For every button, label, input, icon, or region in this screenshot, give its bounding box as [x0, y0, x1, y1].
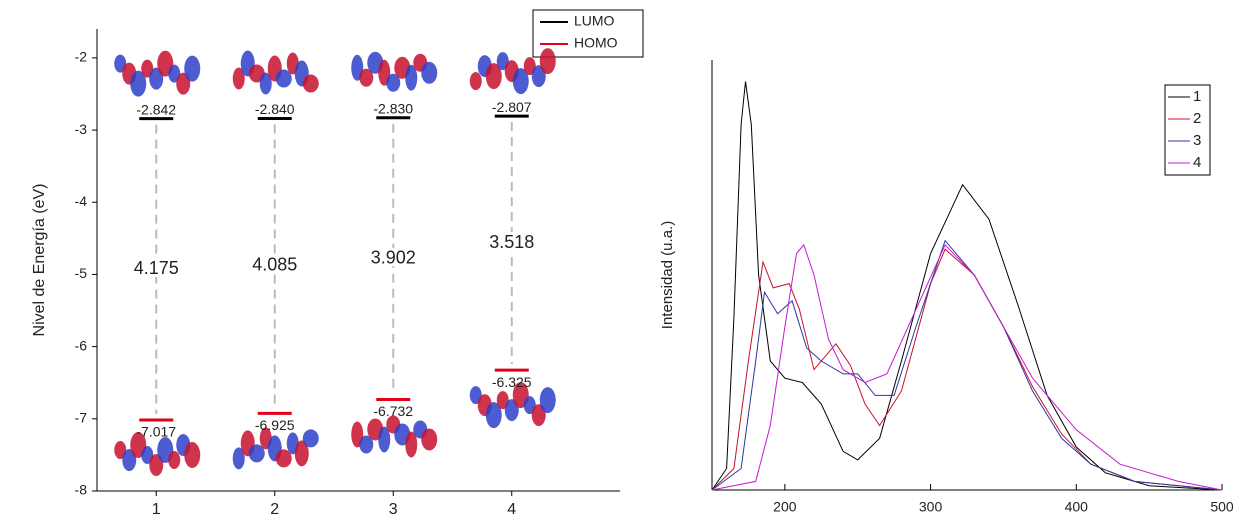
legend-label: 2 — [1193, 110, 1201, 127]
page: Nivel de Energía (eV) -8 -7 -6 -5 -4 -3 -2 1 -2.… — [0, 0, 1243, 521]
figure: Nivel de Energía (eV) -8 -7 -6 -5 -4 -3 -2 1 -2.… — [0, 0, 1243, 521]
gap-label: 4.175 — [134, 258, 179, 278]
x-tick-label: 200 — [773, 499, 797, 515]
spectrum-line — [712, 249, 1222, 490]
y-tick-label: -3 — [75, 121, 88, 137]
orbital-lobe — [470, 72, 482, 90]
y-tick-label: -4 — [75, 193, 88, 209]
level-label: -6.925 — [255, 417, 295, 433]
orbital-lobe — [303, 429, 319, 447]
legend-label: 3 — [1193, 132, 1201, 149]
x-tick-label: 4 — [507, 501, 516, 518]
spectrum-line — [712, 241, 1222, 490]
orbital-lobe — [421, 62, 437, 84]
level-label: -2.807 — [492, 99, 532, 115]
y-tick-label: -8 — [75, 482, 88, 498]
y-tick-label: -5 — [75, 265, 88, 281]
orbital-lobe — [168, 451, 180, 469]
x-tick-label: 400 — [1065, 499, 1089, 515]
spectrum-panel: Intensidad (u.a.) 200 300 400 500 1 2 3 4 — [659, 60, 1234, 515]
level-label: -7.017 — [136, 424, 176, 440]
level-label: -2.840 — [255, 101, 295, 117]
x-tick-label: 500 — [1210, 499, 1234, 515]
y-tick-label: -2 — [75, 49, 88, 65]
orbital-lobe — [540, 48, 556, 74]
orbital-lobe — [184, 442, 200, 468]
gap-label: 4.085 — [252, 255, 297, 275]
x-tick-label: 2 — [270, 501, 279, 518]
spectrum-line — [712, 245, 1222, 490]
orbital-lobe — [540, 387, 556, 413]
y-tick-label: -7 — [75, 410, 88, 426]
x-tick-label: 1 — [152, 501, 161, 518]
orbital-lobe — [184, 56, 200, 82]
y-axis-label: Nivel de Energía (eV) — [31, 184, 48, 337]
legend-label: 4 — [1193, 154, 1201, 171]
orbital-lobe — [303, 75, 319, 93]
level-label: -6.325 — [492, 374, 532, 390]
x-tick-label: 300 — [919, 499, 943, 515]
legend-label: LUMO — [574, 13, 615, 29]
level-label: -2.830 — [373, 100, 413, 116]
y-axis-label: Intensidad (u.a.) — [659, 221, 676, 329]
gap-label: 3.902 — [371, 247, 416, 267]
legend-label: 1 — [1193, 88, 1201, 105]
legend-label: HOMO — [574, 35, 618, 51]
spectrum-line — [712, 82, 1222, 491]
level-label: -2.842 — [136, 101, 176, 117]
y-tick-label: -6 — [75, 337, 88, 353]
energy-panel: Nivel de Energía (eV) -8 -7 -6 -5 -4 -3 -2 1 -2.… — [31, 10, 643, 518]
gap-label: 3.518 — [489, 232, 534, 252]
legend-box — [1165, 85, 1210, 175]
level-label: -6.732 — [373, 403, 413, 419]
x-tick-label: 3 — [389, 501, 398, 518]
orbital-lobe — [421, 428, 437, 450]
